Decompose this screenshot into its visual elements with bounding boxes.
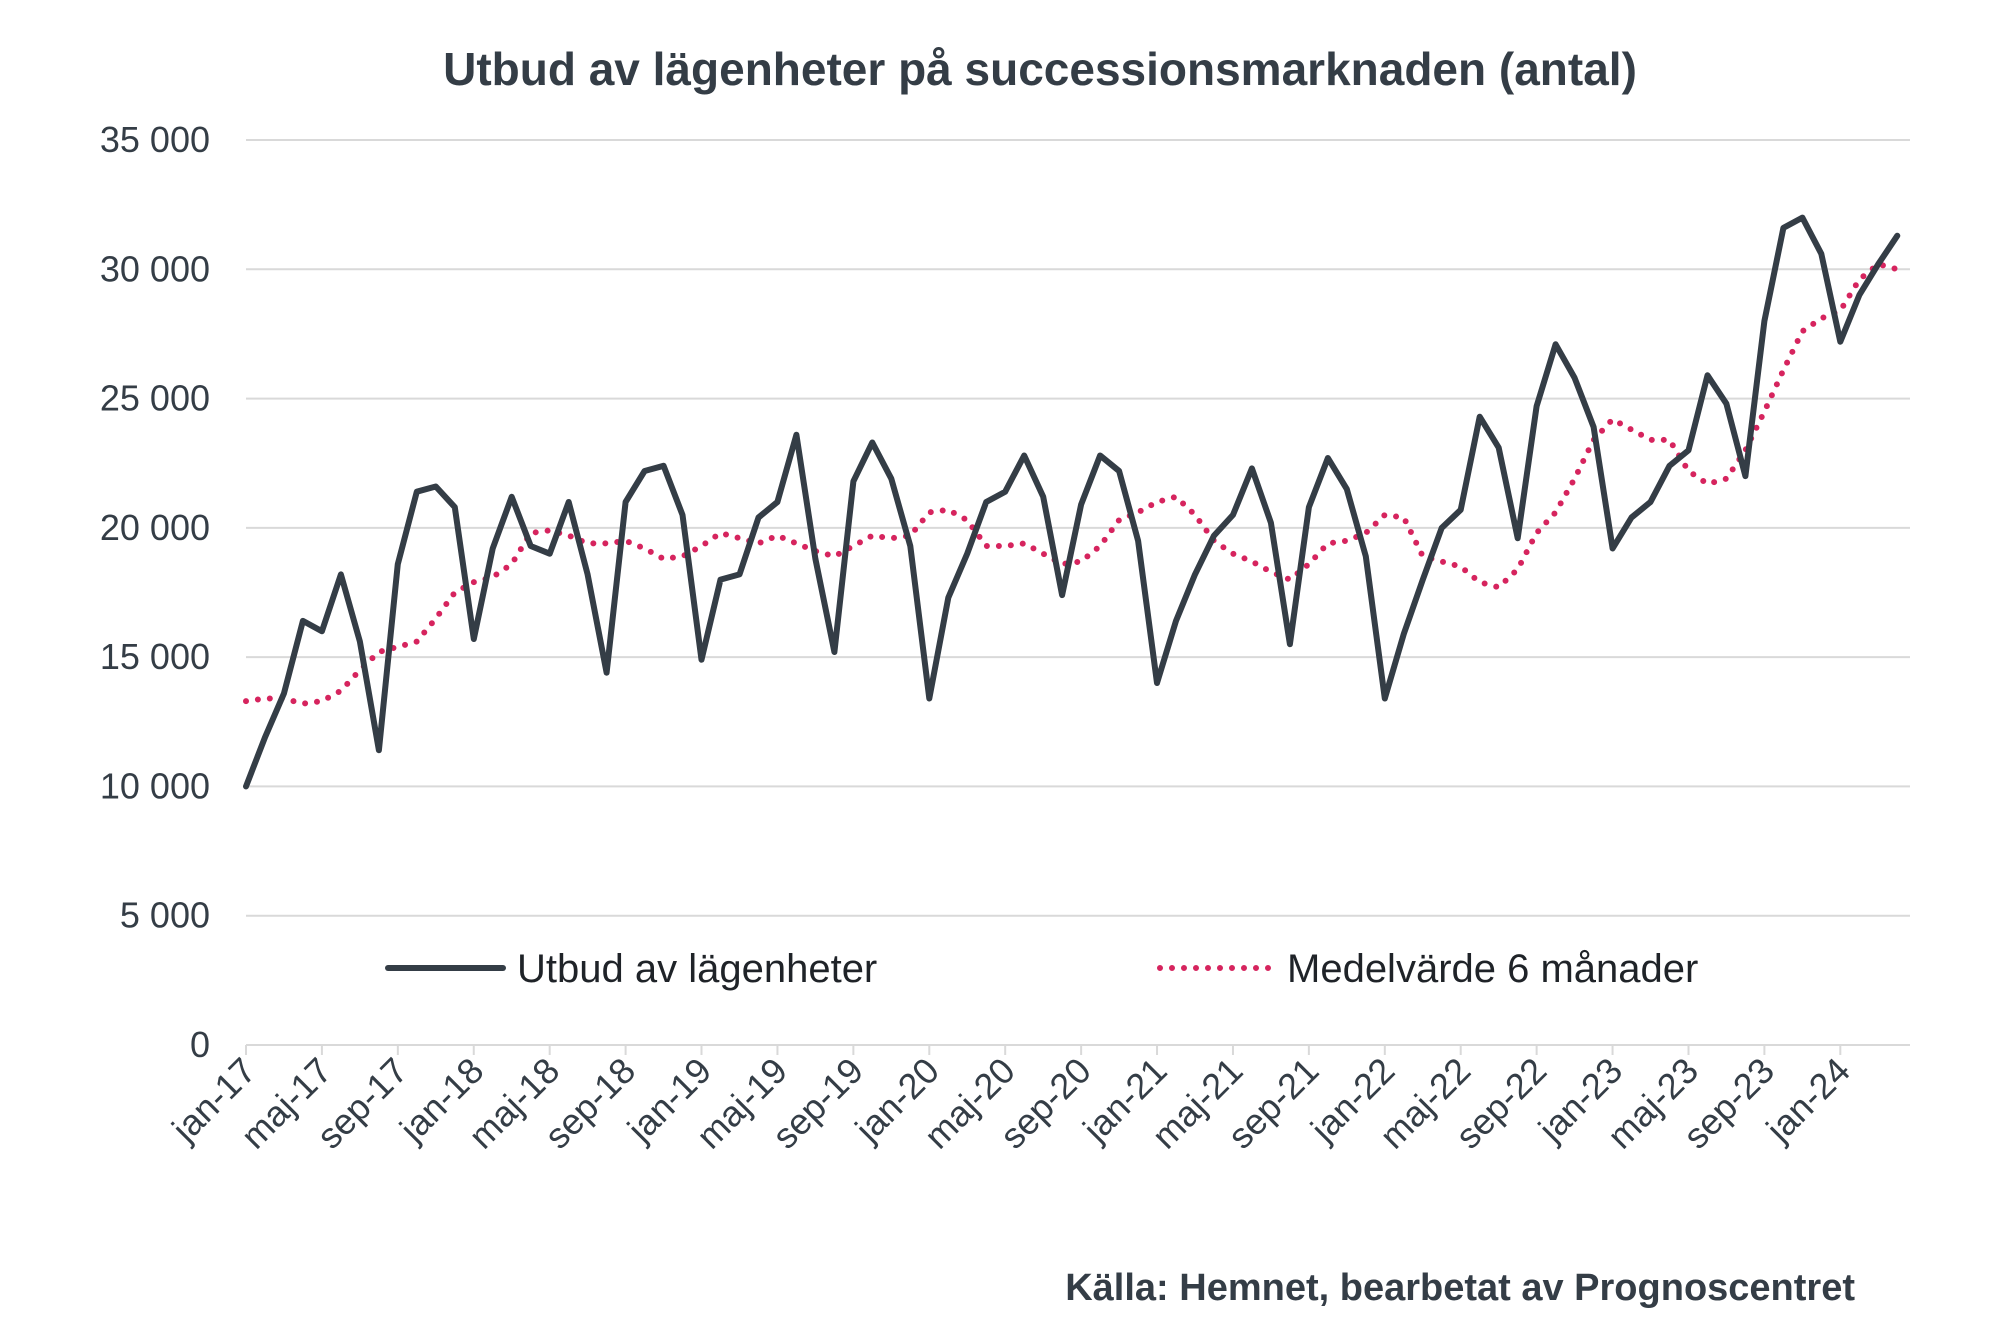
y-tick-label: 25 000 — [100, 378, 210, 419]
legend: Utbud av lägenheter Medelvärde 6 månader — [385, 947, 1698, 991]
y-tick-label: 35 000 — [100, 119, 210, 160]
series-layer — [243, 214, 1901, 790]
legend-label-medel: Medelvärde 6 månader — [1287, 947, 1698, 991]
y-tick-label: 0 — [190, 1024, 210, 1065]
y-tick-label: 30 000 — [100, 248, 210, 289]
legend-label-utbud: Utbud av lägenheter — [517, 947, 877, 991]
y-tick-label: 5 000 — [120, 895, 210, 936]
y-tick-label: 10 000 — [100, 765, 210, 806]
source-note: Källa: Hemnet, bearbetat av Prognoscentr… — [1065, 1267, 1855, 1309]
y-axis-ticks: 0 5 000 10 000 15 000 20 000 25 000 30 000 35 0… — [100, 119, 210, 1065]
chart-title: Utbud av lägenheter på successionsmarkna… — [443, 43, 1637, 95]
series-line-utbud — [243, 214, 1901, 790]
y-tick-label: 15 000 — [100, 636, 210, 677]
x-tick-label: jan-24 — [1758, 1050, 1858, 1150]
y-tick-label: 20 000 — [100, 507, 210, 548]
x-axis-ticks: jan-17maj-17sep-17jan-18maj-18sep-18jan-… — [163, 1045, 1858, 1156]
series-line-medelvarde — [243, 261, 1901, 707]
